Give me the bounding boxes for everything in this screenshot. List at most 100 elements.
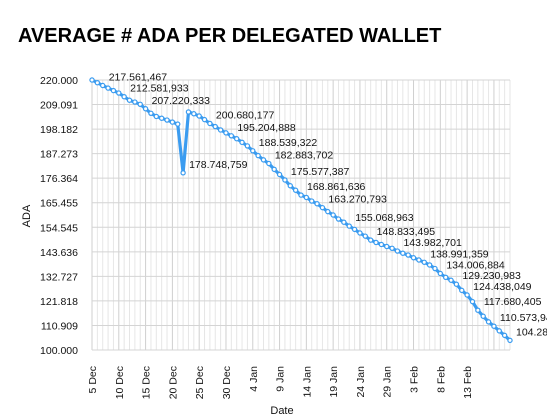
data-label: 212.581,933 xyxy=(130,83,189,95)
data-point xyxy=(309,198,315,204)
data-point xyxy=(212,123,218,130)
data-point xyxy=(142,106,149,112)
x-tick-label: 15 Dec xyxy=(141,366,153,399)
data-point xyxy=(276,171,283,178)
x-tick-label: 24 Jan xyxy=(355,366,367,398)
data-point xyxy=(180,170,186,176)
data-point xyxy=(400,250,406,256)
data-point xyxy=(501,332,508,339)
x-tick-label: 8 Feb xyxy=(435,366,447,393)
data-point xyxy=(384,243,390,250)
x-tick-label: 10 Dec xyxy=(114,366,126,399)
x-tick-label: 19 Jan xyxy=(328,366,340,398)
data-point xyxy=(110,87,117,94)
data-label: 155.068,963 xyxy=(355,212,414,224)
data-point xyxy=(410,255,417,261)
data-label: 200.680,177 xyxy=(216,109,275,121)
data-label: 117.680,405 xyxy=(484,296,542,308)
chart-title: AVERAGE # ADA PER DELEGATED WALLET xyxy=(18,25,441,47)
data-point xyxy=(169,119,176,125)
data-label: 134.006,884 xyxy=(446,259,505,271)
x-tick-label: 25 Dec xyxy=(194,366,206,399)
data-label: 182.883,702 xyxy=(275,150,334,162)
x-tick-label: 13 Feb xyxy=(462,366,474,399)
data-point xyxy=(207,120,213,127)
data-label: 168.861,636 xyxy=(307,181,366,193)
data-point xyxy=(405,252,411,258)
data-point xyxy=(378,241,385,248)
axes: 220.000 209.091 198.182 187.273 176.364 165.4… xyxy=(40,75,474,399)
data-label: 124.438,049 xyxy=(473,281,532,293)
data-point xyxy=(469,298,476,305)
data-point xyxy=(442,274,449,281)
data-point xyxy=(325,208,331,215)
data-point xyxy=(367,237,374,243)
y-tick-label: 132.727 xyxy=(40,271,78,283)
data-point xyxy=(260,157,267,163)
data-point xyxy=(426,262,433,268)
data-point xyxy=(346,223,352,229)
data-point xyxy=(373,239,379,246)
y-tick-label: 176.364 xyxy=(40,173,78,185)
data-label: 207.220,333 xyxy=(152,95,211,107)
data-point xyxy=(416,257,422,263)
data-point xyxy=(491,323,497,329)
data-point xyxy=(126,97,133,103)
data-point xyxy=(228,133,235,139)
data-point xyxy=(421,259,427,265)
x-tick-label: 3 Feb xyxy=(409,366,421,393)
x-tick-label: 29 Jan xyxy=(382,366,394,398)
data-point xyxy=(480,313,486,319)
data-point xyxy=(459,287,465,294)
data-point xyxy=(437,270,444,277)
data-point xyxy=(223,130,229,136)
y-tick-label: 198.182 xyxy=(40,124,78,136)
data-point xyxy=(89,77,95,83)
data-label: 138.991,359 xyxy=(430,248,489,260)
y-tick-label: 110.909 xyxy=(41,320,78,332)
data-label: 175.577,387 xyxy=(291,166,350,178)
x-tick-label: 20 Dec xyxy=(167,366,179,399)
y-tick-label: 165.455 xyxy=(40,198,78,210)
data-label: 195.204,888 xyxy=(237,122,296,134)
data-point xyxy=(314,201,320,207)
data-point xyxy=(287,183,293,189)
data-point xyxy=(485,319,492,325)
data-point xyxy=(137,101,143,108)
data-point xyxy=(196,113,202,119)
data-point xyxy=(271,166,277,173)
data-point xyxy=(250,148,256,154)
data-label: 129.230,983 xyxy=(462,270,521,282)
data-point xyxy=(298,192,304,198)
x-tick-label: 4 Jan xyxy=(248,366,260,392)
data-point xyxy=(239,139,245,146)
data-label: 148.833,495 xyxy=(377,226,436,238)
x-tick-label: 30 Dec xyxy=(221,366,233,399)
data-point xyxy=(158,115,165,121)
data-label: 104.282,186 xyxy=(516,326,547,338)
data-point xyxy=(475,307,481,313)
data-point xyxy=(116,90,122,96)
data-label: 143.982,701 xyxy=(403,237,462,249)
data-point xyxy=(100,82,106,89)
data-point xyxy=(121,93,127,100)
data-point xyxy=(432,265,438,272)
data-point xyxy=(448,277,454,283)
data-point xyxy=(164,117,170,123)
data-label: 217.561,467 xyxy=(109,71,168,83)
data-point xyxy=(153,113,160,120)
data-point xyxy=(94,79,101,86)
data-point xyxy=(303,194,310,201)
x-tick-label: 9 Jan xyxy=(275,366,287,392)
y-tick-label: 121.818 xyxy=(40,296,78,308)
data-point xyxy=(255,152,261,159)
data-point xyxy=(233,136,240,142)
data-point xyxy=(464,292,470,298)
data-point xyxy=(217,127,224,133)
data-point xyxy=(292,187,299,193)
y-tick-label: 154.545 xyxy=(40,222,78,234)
data-label: 163.270,793 xyxy=(328,194,387,206)
y-tick-label: 143.636 xyxy=(40,247,78,259)
